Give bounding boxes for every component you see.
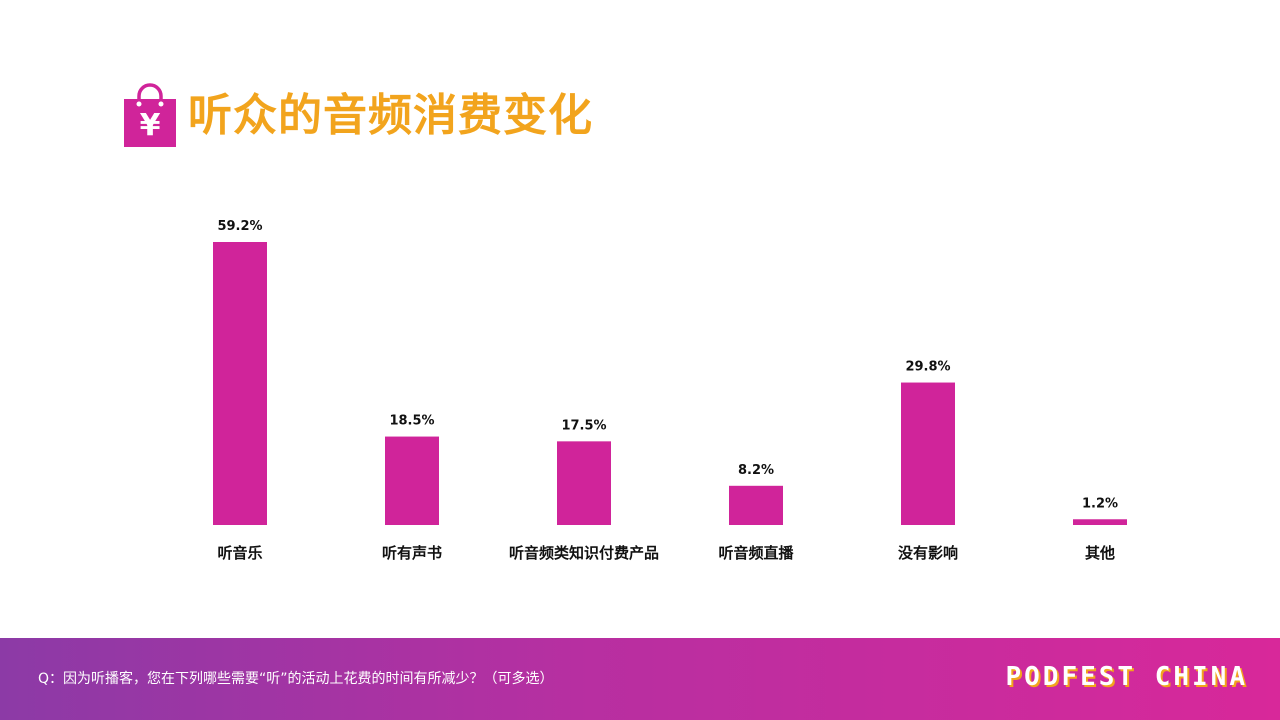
value-label-2: 17.5% — [561, 418, 606, 433]
category-label-4: 没有影响 — [898, 544, 958, 562]
chart-header: ¥ 听众的音频消费变化 — [122, 82, 593, 150]
category-label-5: 其他 — [1085, 544, 1115, 562]
bar-chart: 59.2% 听音乐 18.5% 听有声书 17.5% 听音频类知识付费产品 8.2% 听音频直… — [213, 219, 1127, 562]
shopping-bag-yuan-icon: ¥ — [124, 83, 176, 147]
value-label-0: 59.2% — [217, 219, 262, 234]
bar-0 — [213, 242, 267, 525]
value-label-3: 8.2% — [738, 463, 774, 478]
bar-2 — [557, 441, 611, 525]
category-label-2: 听音频类知识付费产品 — [509, 544, 659, 562]
value-label-1: 18.5% — [389, 414, 434, 429]
category-label-1: 听有声书 — [382, 544, 442, 562]
bar-3 — [729, 485, 783, 525]
brand-logo: PODFEST CHINA — [1005, 662, 1248, 692]
survey-question: Q：因为听播客，您在下列哪些需要“听”的活动上花费的时间有所减少？（可多选） — [38, 671, 554, 687]
bar-5 — [1073, 519, 1127, 525]
page-title: 听众的音频消费变化 — [188, 90, 593, 141]
value-label-5: 1.2% — [1082, 496, 1118, 511]
bar-1 — [385, 436, 439, 525]
bar-4 — [901, 382, 955, 525]
value-label-4: 29.8% — [905, 360, 950, 375]
category-label-0: 听音乐 — [217, 544, 262, 562]
footer-bar: Q：因为听播客，您在下列哪些需要“听”的活动上花费的时间有所减少？（可多选） P… — [0, 638, 1280, 720]
category-label-3: 听音频直播 — [718, 544, 794, 562]
yuan-glyph: ¥ — [140, 108, 161, 143]
